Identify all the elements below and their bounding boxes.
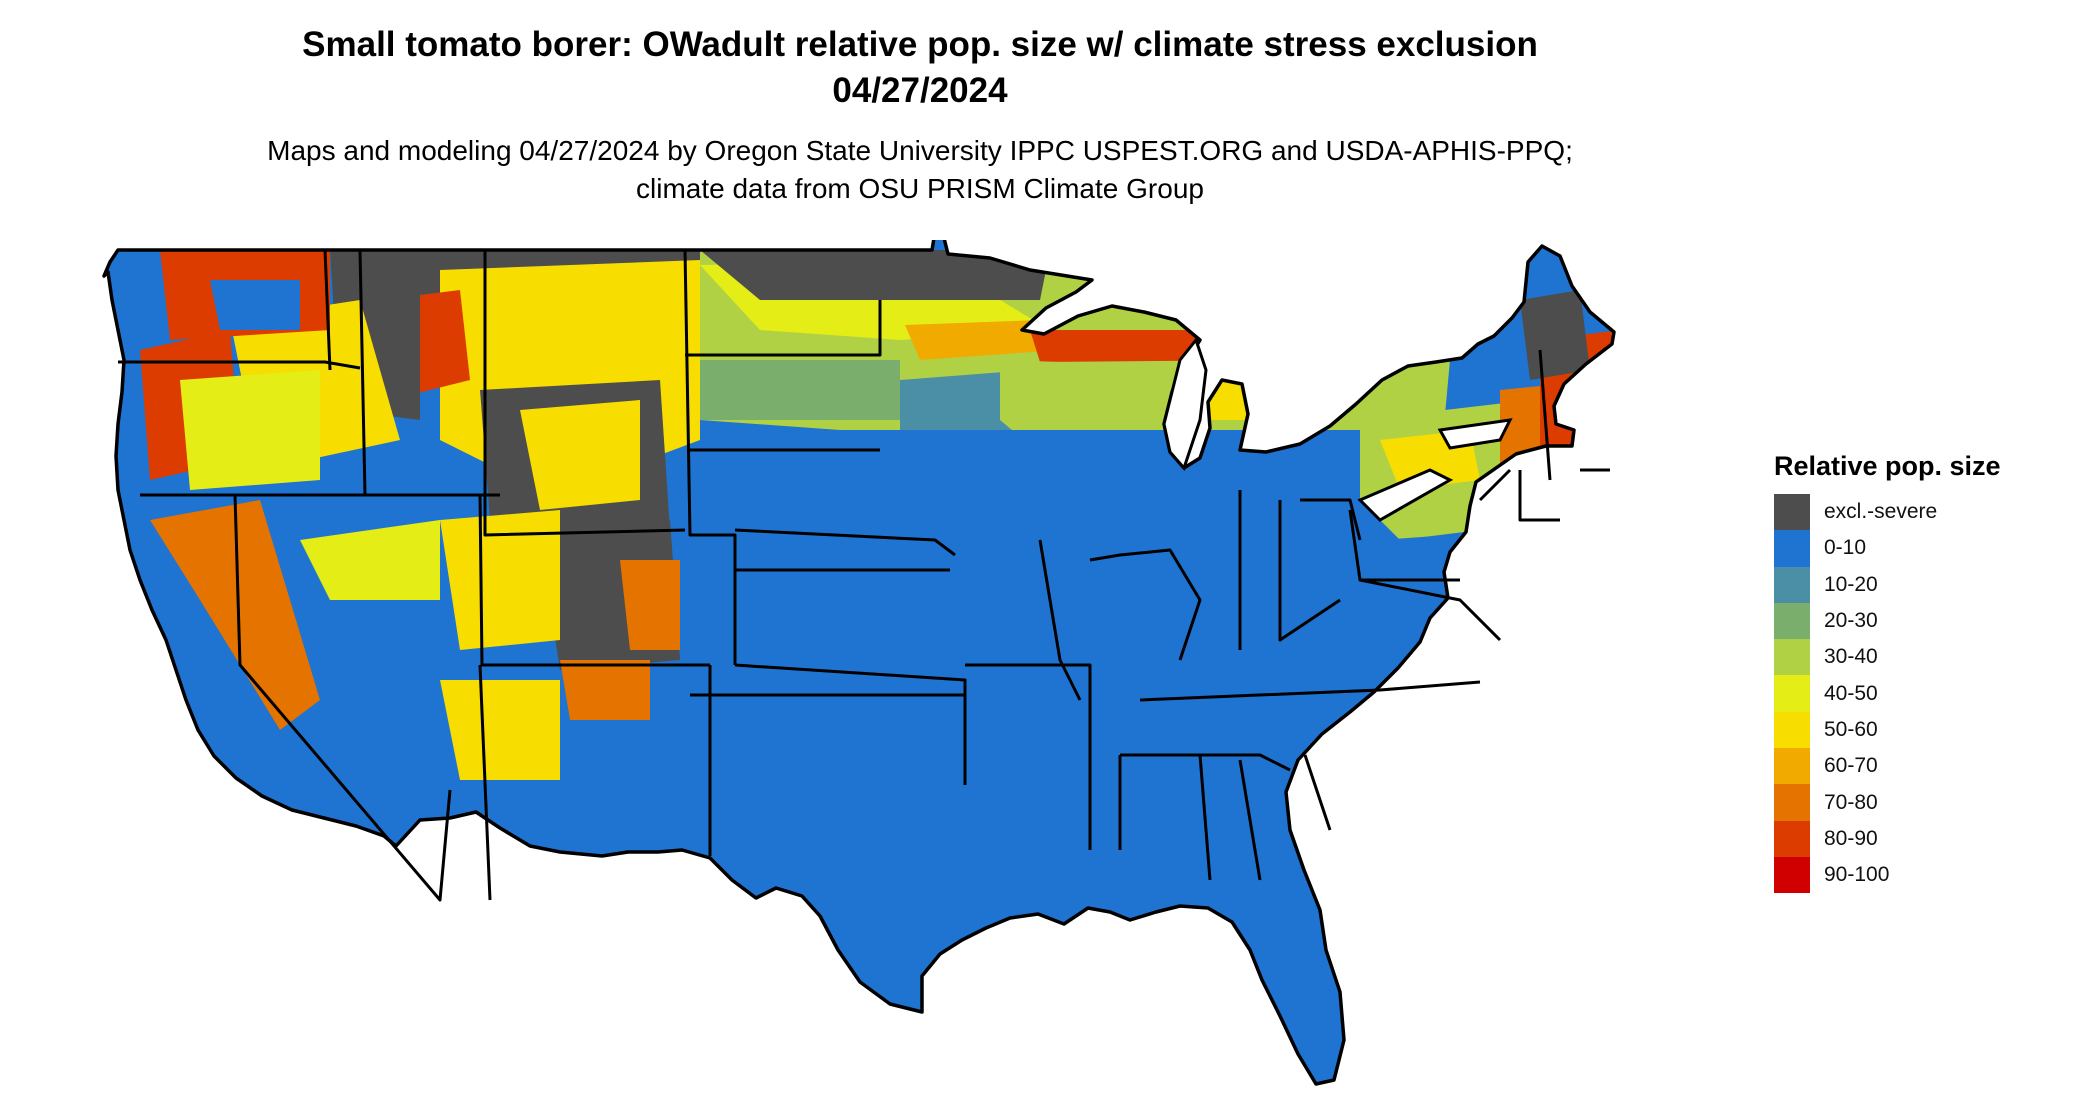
zone-great-lakes-red (1030, 330, 1280, 362)
legend-swatch (1774, 639, 1810, 676)
zone-ut-yellow (440, 510, 560, 650)
legend-swatch (1774, 530, 1810, 567)
lake-erie (1357, 468, 1454, 522)
state-border (965, 663, 1092, 850)
legend-swatch (1774, 748, 1810, 785)
legend-label: 60-70 (1824, 754, 1878, 778)
state-border (1300, 498, 1362, 541)
zone-wa-blue (210, 280, 300, 330)
legend-label: 80-90 (1824, 826, 1878, 850)
state-border (118, 360, 361, 370)
legend-item: 20-30 (1774, 602, 2074, 640)
state-border (1120, 753, 1291, 772)
us-outline (102, 240, 1616, 1086)
us-map-svg (102, 240, 1616, 1086)
legend-label: 20-30 (1824, 609, 1878, 633)
legend-swatch (1774, 494, 1810, 531)
legend-label: 90-100 (1824, 863, 1890, 887)
legend-swatch (1774, 784, 1810, 821)
legend-items: excl.-severe 0-10 10-20 20-30 30-40 40-50 50-6… (1774, 494, 2074, 894)
legend-swatch (1774, 566, 1810, 603)
zone-lower-plains-blue (690, 430, 1460, 480)
zone-or-yellow (180, 370, 320, 490)
zone-ca-red (150, 500, 320, 730)
us-map (90, 240, 1750, 1110)
legend-item: 40-50 (1774, 675, 2074, 712)
state-border (734, 663, 967, 785)
legend-item: 70-80 (1774, 784, 2074, 821)
legend-title: Relative pop. size (1774, 451, 2001, 481)
state-border (1359, 578, 1502, 642)
state-borders (118, 249, 1610, 902)
legend-label: 30-40 (1824, 645, 1878, 669)
legend-item: 50-60 (1774, 711, 2074, 749)
zone-mn-gray (880, 250, 1050, 300)
state-border (1238, 759, 1262, 881)
legend-swatch (1774, 820, 1810, 857)
legend-item: excl.-severe (1774, 494, 2074, 531)
legend-swatch (1774, 675, 1810, 712)
zone-wy-yellow (520, 400, 640, 510)
state-border (1278, 500, 1341, 642)
state-border (1198, 754, 1212, 881)
state-border (323, 249, 332, 371)
state-border (365, 493, 710, 667)
zone-nd-gray (700, 250, 940, 300)
legend-label: 50-60 (1824, 717, 1878, 741)
legend-item: 0-10 (1774, 530, 2074, 567)
legend-label: 70-80 (1824, 790, 1878, 814)
state-border (1303, 754, 1332, 831)
state-border (358, 249, 367, 496)
legend-item: 80-90 (1774, 820, 2074, 857)
legend-item: 90-100 (1774, 856, 2074, 894)
legend-item: 60-70 (1774, 748, 2074, 785)
zone-nv-yellow (300, 520, 440, 600)
lake-michigan (1162, 336, 1208, 471)
zone-az-yellow (440, 680, 560, 780)
lake-ontario (1437, 418, 1513, 450)
state-border (1478, 468, 1512, 502)
zone-co-orange (620, 560, 680, 650)
legend-swatch (1774, 711, 1810, 749)
legend-label: 40-50 (1824, 681, 1878, 705)
zone-maine-gray (1520, 290, 1590, 380)
legend-label: excl.-severe (1824, 500, 1938, 524)
legend-item: 30-40 (1774, 639, 2074, 676)
title-block: Small tomato borer: OWadult relative pop… (230, 22, 1610, 208)
zone-plains-green (690, 360, 900, 420)
state-border (685, 300, 882, 357)
state-border (1139, 680, 1481, 702)
state-border (478, 664, 492, 901)
state-border (483, 250, 686, 537)
legend: Relative pop. size excl.-severe 0-10 10-20… (1774, 448, 2074, 894)
legend-swatch (1774, 856, 1810, 894)
legend-swatch (1774, 602, 1810, 640)
legend-item: 10-20 (1774, 566, 2074, 603)
zone-nm-orange (560, 660, 650, 720)
legend-label: 10-20 (1824, 572, 1878, 596)
state-border (1038, 539, 1082, 701)
state-border (1518, 470, 1560, 522)
state-border (1089, 548, 1202, 661)
state-border (734, 528, 956, 557)
map-subtitle: Maps and modeling 04/27/2024 by Oregon S… (267, 135, 1573, 204)
legend-label: 0-10 (1824, 536, 1867, 560)
state-border (683, 249, 737, 665)
state-border (233, 494, 452, 902)
state-border (1538, 349, 1552, 481)
map-title: Small tomato borer: OWadult relative pop… (302, 25, 1538, 110)
